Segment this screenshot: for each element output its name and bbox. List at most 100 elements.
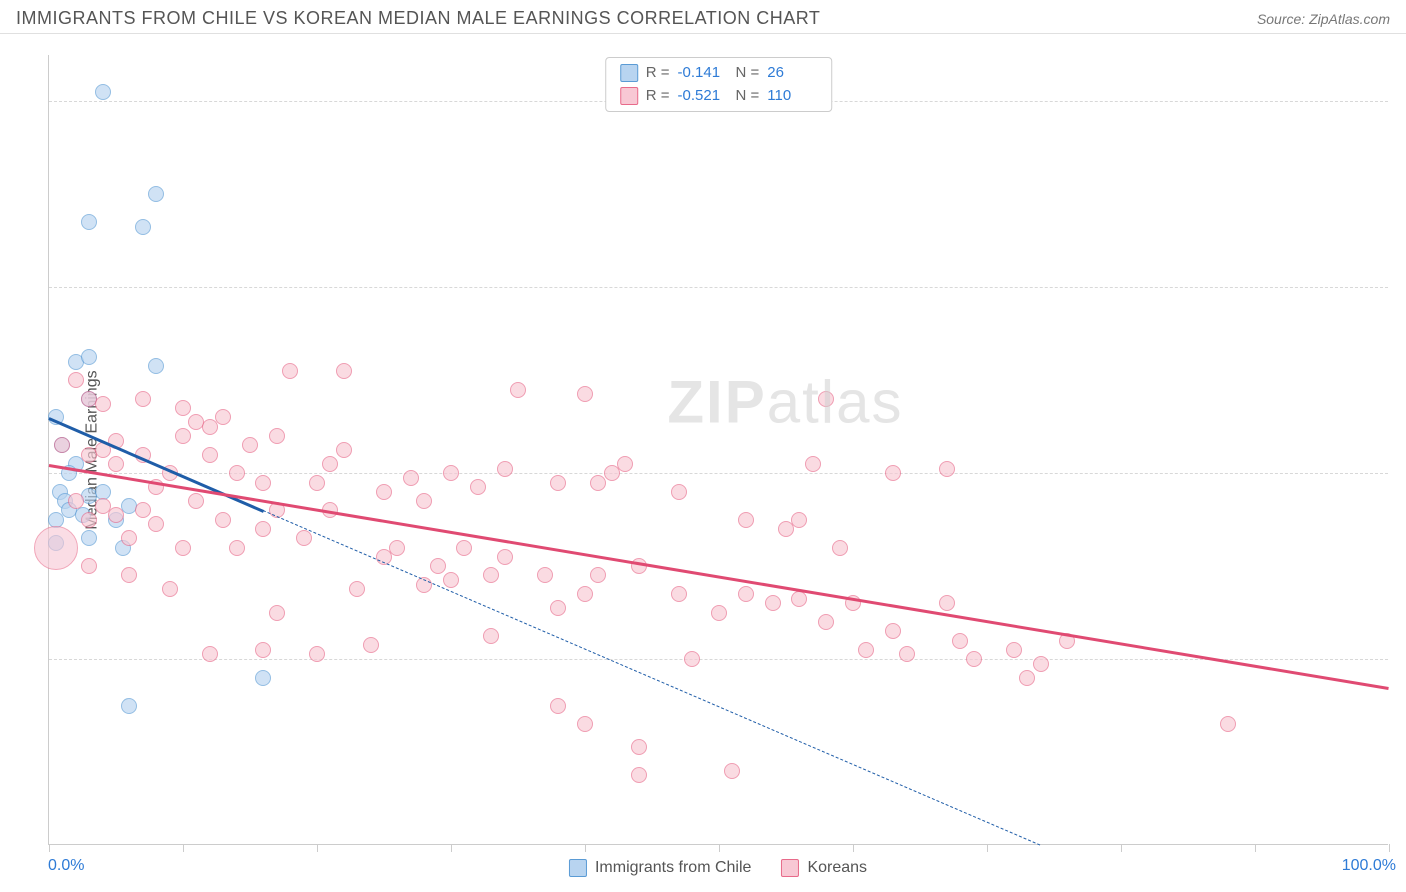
data-point-koreans: [550, 600, 566, 616]
data-point-koreans: [108, 507, 124, 523]
data-point-koreans: [885, 623, 901, 639]
legend-swatch: [781, 859, 799, 877]
data-point-koreans: [229, 465, 245, 481]
data-point-chile: [135, 219, 151, 235]
data-point-chile: [255, 670, 271, 686]
legend-swatch: [620, 87, 638, 105]
source-attribution: Source: ZipAtlas.com: [1257, 11, 1390, 27]
chart-title: IMMIGRANTS FROM CHILE VS KOREAN MEDIAN M…: [16, 8, 820, 29]
r-label: R =: [646, 62, 670, 85]
y-tick-label: $80,000: [1396, 278, 1406, 296]
correlation-stats-box: R =-0.141N =26R =-0.521N =110: [605, 57, 833, 112]
x-tick: [451, 844, 452, 852]
y-tick-label: $40,000: [1396, 650, 1406, 668]
n-label: N =: [736, 62, 760, 85]
r-label: R =: [646, 85, 670, 108]
data-point-koreans: [456, 540, 472, 556]
legend-swatch: [620, 64, 638, 82]
data-point-koreans: [376, 484, 392, 500]
data-point-koreans: [403, 470, 419, 486]
data-point-koreans: [497, 549, 513, 565]
x-axis-max-label: 100.0%: [1342, 857, 1396, 875]
x-tick: [987, 844, 988, 852]
data-point-chile: [81, 530, 97, 546]
data-point-koreans: [363, 637, 379, 653]
data-point-koreans: [443, 465, 459, 481]
data-point-koreans: [483, 567, 499, 583]
data-point-koreans: [1033, 656, 1049, 672]
data-point-koreans: [175, 400, 191, 416]
data-point-koreans: [322, 456, 338, 472]
data-point-koreans: [885, 465, 901, 481]
data-point-koreans: [939, 461, 955, 477]
data-point-koreans: [54, 437, 70, 453]
data-point-koreans: [255, 521, 271, 537]
data-point-koreans: [765, 595, 781, 611]
data-point-chile: [81, 214, 97, 230]
n-label: N =: [736, 85, 760, 108]
x-tick: [719, 844, 720, 852]
r-value: -0.141: [678, 62, 728, 85]
data-point-koreans: [577, 586, 593, 602]
data-point-koreans: [791, 512, 807, 528]
x-tick: [1121, 844, 1122, 852]
legend-label: Koreans: [807, 859, 867, 877]
data-point-koreans: [738, 512, 754, 528]
data-point-koreans: [899, 646, 915, 662]
data-point-koreans: [791, 591, 807, 607]
data-point-koreans: [68, 493, 84, 509]
data-point-koreans: [282, 363, 298, 379]
data-point-koreans: [671, 586, 687, 602]
data-point-koreans: [309, 475, 325, 491]
x-tick: [1389, 844, 1390, 852]
watermark: ZIPatlas: [667, 368, 903, 437]
data-point-koreans: [121, 530, 137, 546]
legend-item: Immigrants from Chile: [569, 859, 751, 877]
n-value: 110: [767, 85, 817, 108]
data-point-koreans: [215, 512, 231, 528]
data-point-koreans: [1006, 642, 1022, 658]
trend-line: [49, 464, 1389, 690]
data-point-koreans: [617, 456, 633, 472]
data-point-koreans: [336, 363, 352, 379]
data-point-koreans: [269, 428, 285, 444]
x-tick: [853, 844, 854, 852]
data-point-koreans: [818, 614, 834, 630]
data-point-koreans: [108, 456, 124, 472]
data-point-koreans: [537, 567, 553, 583]
data-point-koreans: [590, 567, 606, 583]
data-point-koreans: [296, 530, 312, 546]
data-point-koreans: [805, 456, 821, 472]
data-point-koreans: [510, 382, 526, 398]
data-point-chile: [95, 84, 111, 100]
data-point-koreans: [255, 475, 271, 491]
x-tick: [49, 844, 50, 852]
data-point-chile: [148, 358, 164, 374]
data-point-koreans: [1019, 670, 1035, 686]
r-value: -0.521: [678, 85, 728, 108]
chart-container: Median Male Earnings ZIPatlas R =-0.141N…: [48, 55, 1388, 845]
data-point-koreans: [550, 698, 566, 714]
data-point-koreans: [309, 646, 325, 662]
data-point-koreans: [242, 437, 258, 453]
legend-swatch: [569, 859, 587, 877]
data-point-koreans: [188, 493, 204, 509]
data-point-koreans: [416, 493, 432, 509]
data-point-koreans: [162, 581, 178, 597]
y-tick-label: $100,000: [1396, 92, 1406, 110]
data-point-koreans: [724, 763, 740, 779]
legend-item: Koreans: [781, 859, 867, 877]
data-point-koreans: [818, 391, 834, 407]
data-point-koreans: [577, 716, 593, 732]
data-point-koreans: [148, 516, 164, 532]
data-point-koreans: [121, 567, 137, 583]
data-point-koreans: [215, 409, 231, 425]
data-point-koreans: [81, 512, 97, 528]
data-point-koreans: [684, 651, 700, 667]
data-point-koreans: [68, 372, 84, 388]
data-point-koreans: [550, 475, 566, 491]
watermark-bold: ZIP: [667, 369, 766, 436]
trend-line-dashed: [263, 510, 1041, 846]
data-point-koreans: [202, 646, 218, 662]
data-point-koreans: [34, 526, 78, 570]
